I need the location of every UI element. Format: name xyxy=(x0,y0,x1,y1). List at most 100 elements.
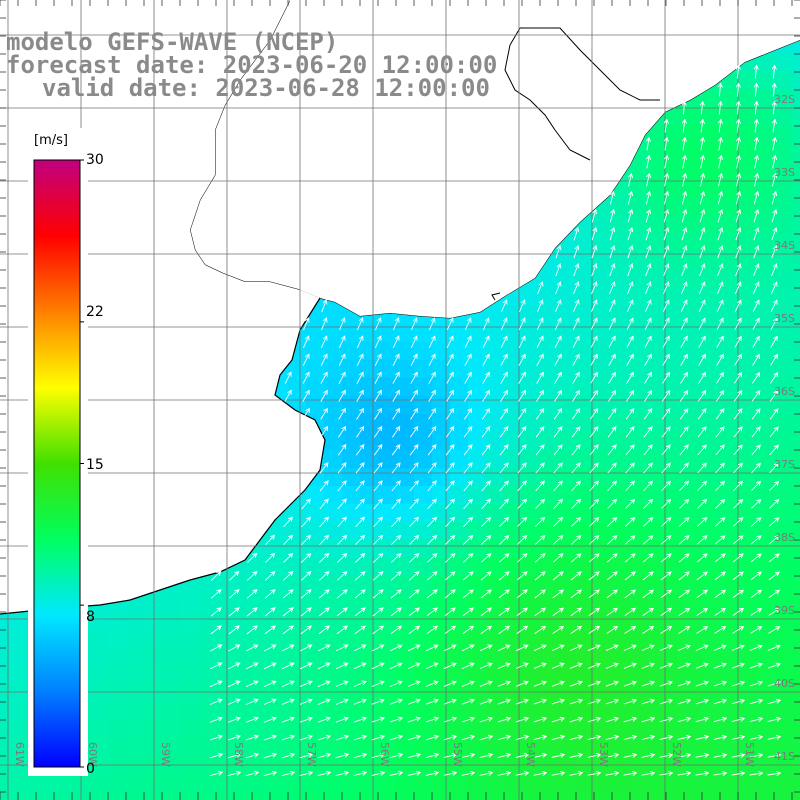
wind-arrow xyxy=(320,407,328,420)
wind-speed-cell xyxy=(360,630,379,649)
wind-arrow xyxy=(535,498,546,510)
wind-speed-cell xyxy=(738,108,757,127)
wind-speed-cell xyxy=(648,648,667,667)
wind-arrow xyxy=(482,317,490,331)
wind-speed-cell xyxy=(720,792,739,800)
wind-arrow xyxy=(715,462,726,474)
wind-arrow xyxy=(426,552,438,563)
wind-arrow xyxy=(716,335,724,348)
wind-speed-cell xyxy=(288,702,307,721)
wind-arrow xyxy=(605,698,620,705)
wind-speed-cell xyxy=(576,378,595,397)
wind-arrow xyxy=(659,770,674,777)
wind-arrow xyxy=(479,716,494,723)
wind-arrow xyxy=(390,552,402,563)
wind-arrow xyxy=(588,607,601,617)
wind-speed-cell xyxy=(738,198,757,217)
wind-arrow xyxy=(769,462,780,474)
wind-speed-cell xyxy=(756,198,775,217)
wind-arrow xyxy=(716,299,724,312)
wind-speed-cell xyxy=(396,720,415,739)
wind-arrow xyxy=(664,172,670,187)
wind-arrow xyxy=(533,698,548,705)
wind-arrow xyxy=(731,680,746,687)
wind-speed-cell xyxy=(792,558,800,577)
wind-arrow xyxy=(551,644,565,652)
wind-speed-cell xyxy=(576,612,595,631)
wind-speed-cell xyxy=(180,648,199,667)
wind-speed-cell xyxy=(720,360,739,379)
wind-arrow xyxy=(659,698,674,705)
wind-arrow xyxy=(749,698,764,705)
wind-arrow xyxy=(771,118,777,133)
wind-arrow xyxy=(573,263,580,277)
wind-speed-cell xyxy=(612,432,631,451)
wind-speed-cell xyxy=(414,666,433,685)
wind-arrow xyxy=(573,226,580,241)
wind-arrow xyxy=(660,571,672,581)
wind-arrow xyxy=(480,534,492,545)
wind-speed-cell xyxy=(792,90,800,109)
wind-arrow xyxy=(481,462,491,474)
wind-speed-cell xyxy=(342,342,361,361)
wind-speed-cell xyxy=(450,666,469,685)
wind-arrow xyxy=(481,480,491,492)
wind-speed-cell xyxy=(738,576,757,595)
wind-speed-cell xyxy=(450,684,469,703)
wind-speed-cell xyxy=(360,378,379,397)
wind-speed-cell xyxy=(396,684,415,703)
wind-arrow xyxy=(573,281,580,295)
wind-arrow xyxy=(644,371,653,384)
wind-arrow xyxy=(626,335,634,348)
wind-speed-cell xyxy=(666,216,685,235)
wind-arrow xyxy=(644,353,652,366)
wind-speed-cell xyxy=(774,612,793,631)
wind-arrow xyxy=(716,353,724,366)
wind-arrow xyxy=(299,662,313,670)
wind-arrow xyxy=(660,607,673,617)
wind-arrow xyxy=(228,644,241,652)
wind-speed-cell xyxy=(540,288,559,307)
wind-speed-cell xyxy=(702,792,721,800)
wind-arrow xyxy=(533,734,548,741)
wind-speed-cell xyxy=(792,126,800,145)
wind-arrow xyxy=(446,353,454,366)
wind-speed-cell xyxy=(612,702,631,721)
wind-speed-cell xyxy=(306,684,325,703)
wind-arrow xyxy=(698,281,706,295)
wind-arrow xyxy=(626,389,635,402)
wind-arrow xyxy=(624,535,636,545)
wind-arrow xyxy=(662,335,670,348)
wind-speed-cell xyxy=(774,180,793,199)
wind-arrow xyxy=(662,299,670,313)
latitude-label: 40S xyxy=(774,677,795,690)
wind-speed-cell xyxy=(774,198,793,217)
wind-arrow xyxy=(444,534,456,545)
wind-speed-cell xyxy=(792,792,800,800)
wind-speed-cell xyxy=(594,252,613,271)
wind-speed-cell xyxy=(144,612,163,631)
wind-speed-cell xyxy=(702,342,721,361)
wind-arrow xyxy=(645,245,652,259)
wind-arrow xyxy=(263,734,278,741)
title-forecast-date: forecast date: 2023-06-20 12:00:00 xyxy=(6,51,498,79)
wind-speed-cell xyxy=(648,306,667,325)
wind-arrow xyxy=(533,716,548,723)
wind-arrow xyxy=(338,371,346,384)
wind-arrow xyxy=(697,498,708,509)
wind-arrow xyxy=(246,644,259,652)
wind-arrow xyxy=(732,516,744,527)
wind-speed-cell xyxy=(612,324,631,343)
wind-speed-cell xyxy=(378,324,397,343)
wind-arrow xyxy=(354,571,366,581)
wind-speed-cell xyxy=(630,198,649,217)
wind-speed-cell xyxy=(504,360,523,379)
wind-arrow xyxy=(751,426,761,438)
wind-speed-cell xyxy=(576,288,595,307)
wind-arrow xyxy=(517,407,527,420)
wind-speed-cell xyxy=(666,612,685,631)
wind-arrow xyxy=(391,534,402,545)
wind-speed-cell xyxy=(0,702,19,721)
wind-speed-cell xyxy=(720,648,739,667)
wind-arrow xyxy=(681,263,688,277)
